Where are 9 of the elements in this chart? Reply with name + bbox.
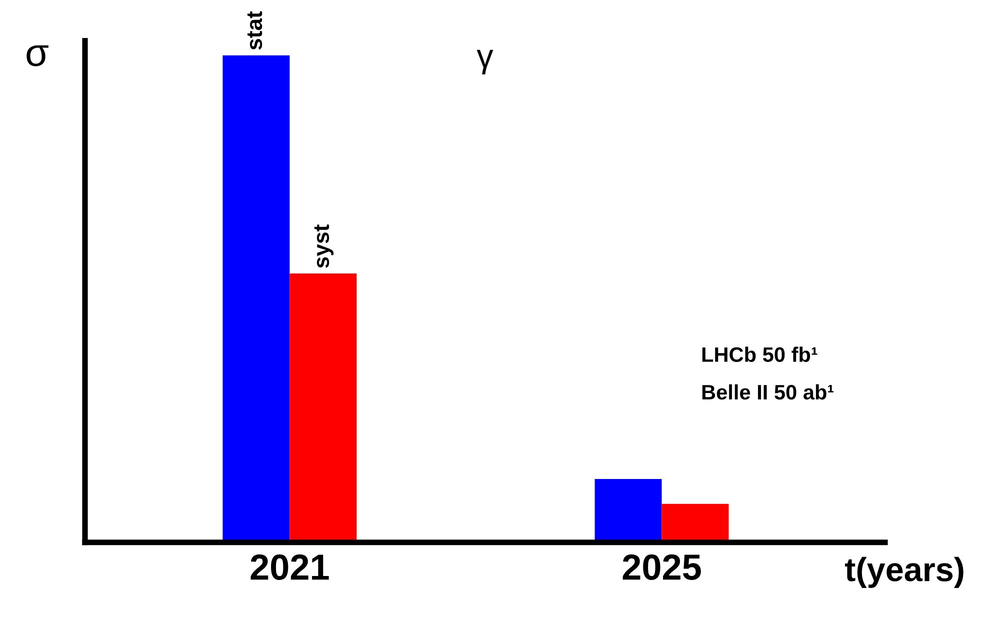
chart-title: γ (476, 50, 494, 74)
x-tick-label: 2021 (250, 554, 329, 580)
annotation: Belle II 50 ab¹ (702, 384, 834, 400)
text: syst (314, 224, 334, 268)
text: stat (247, 11, 262, 50)
y-axis-title: σ (26, 45, 48, 66)
x-tick-label: 2025 (622, 554, 701, 580)
x-axis-title: t(years) (844, 556, 964, 588)
annotation: LHCb 50 fb¹ (702, 346, 818, 362)
